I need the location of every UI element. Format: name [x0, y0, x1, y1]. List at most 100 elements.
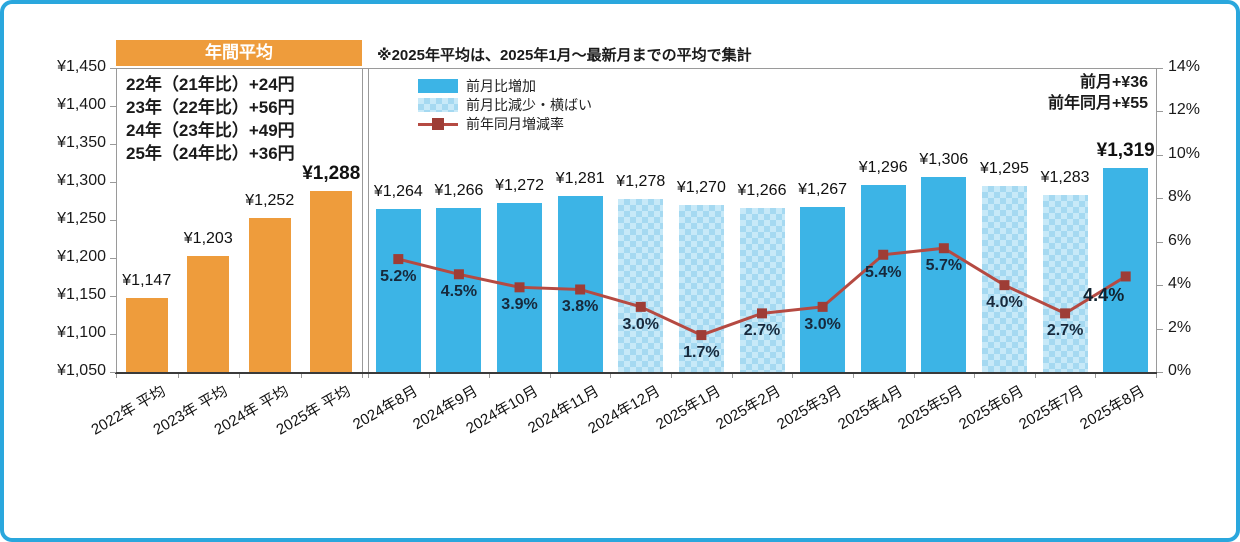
monthly-bar	[739, 207, 785, 372]
bar-value-label: ¥1,319	[1096, 139, 1155, 161]
x-axis-tick	[300, 374, 302, 378]
pct-axis-tick	[1157, 111, 1163, 113]
rate-value-label: 4.5%	[440, 283, 478, 301]
annual-diff-box: 22年（21年比）+24円 23年（22年比）+56円 24年（23年比）+49…	[126, 73, 295, 165]
pct-axis-tick	[1157, 241, 1163, 243]
monthly-bar	[981, 185, 1027, 372]
x-axis-tick	[731, 374, 733, 378]
x-axis-tick	[177, 374, 179, 378]
y-axis-tick	[110, 258, 116, 259]
rate-value-label: 4.4%	[1083, 285, 1125, 306]
annual-bar	[310, 191, 353, 372]
section-divider	[368, 68, 369, 372]
pct-axis-tick	[1157, 372, 1163, 373]
x-axis-label: 2025年2月	[713, 382, 784, 434]
y-axis-tick	[110, 220, 116, 221]
plot-baseline	[115, 372, 1157, 374]
annual-diff-line: 24年（23年比）+49円	[126, 121, 295, 140]
pct-axis-tick-label: 4%	[1168, 275, 1192, 293]
bar-value-label: ¥1,288	[302, 163, 361, 185]
y-axis-tick	[110, 334, 116, 335]
x-axis-tick	[362, 374, 363, 378]
x-axis-label: 2025年3月	[774, 382, 845, 434]
pct-axis-tick-label: 12%	[1168, 101, 1201, 119]
y-axis-tick-label: ¥1,350	[57, 134, 106, 151]
bar-value-label: ¥1,266	[434, 181, 484, 199]
rate-value-label: 1.7%	[683, 344, 720, 362]
plot-right-axis	[1156, 68, 1157, 372]
y-axis-tick-label: ¥1,100	[57, 324, 106, 341]
plot-top-border	[116, 68, 1156, 69]
bar-value-label: ¥1,203	[183, 229, 233, 247]
monthly-bar	[375, 209, 421, 372]
x-axis-label: 2025年5月	[895, 382, 966, 434]
x-axis-tick	[489, 374, 491, 378]
annual-bar	[248, 218, 291, 372]
y-axis-tick-label: ¥1,200	[57, 248, 106, 265]
y-axis-tick-label: ¥1,400	[57, 96, 106, 113]
pct-axis-tick	[1157, 198, 1163, 200]
x-axis-tick	[239, 374, 240, 378]
legend-label: 前月比減少・横ばい	[466, 97, 592, 113]
pct-axis-tick	[1157, 68, 1163, 69]
rate-value-label: 5.7%	[925, 257, 963, 275]
x-axis-tick	[792, 374, 794, 378]
bar-value-label: ¥1,252	[245, 192, 295, 210]
y-axis-tick	[110, 68, 116, 69]
monthly-bar	[497, 203, 543, 372]
y-axis-tick	[110, 296, 116, 297]
monthly-bar	[1103, 167, 1149, 372]
y-axis-tick	[110, 106, 116, 107]
section-divider	[362, 68, 363, 372]
bar-value-label: ¥1,281	[555, 170, 605, 188]
pct-axis-tick-label: 2%	[1168, 318, 1192, 336]
plot-left-axis	[116, 68, 117, 372]
rate-value-label: 3.0%	[622, 315, 659, 333]
pct-axis-tick-label: 0%	[1168, 362, 1192, 379]
pct-axis-tick-label: 14%	[1168, 58, 1201, 75]
rate-value-label: 5.2%	[380, 268, 417, 286]
bar-value-label: ¥1,295	[979, 159, 1029, 177]
rate-line-swatch-icon	[418, 117, 458, 131]
x-axis-tick	[610, 374, 612, 378]
x-axis-tick	[116, 374, 117, 378]
legend-item-decrease: 前月比減少・横ばい	[418, 97, 592, 113]
y-axis-tick-label: ¥1,450	[57, 58, 106, 75]
y-axis-tick-label: ¥1,300	[57, 172, 106, 189]
bar-value-label: ¥1,266	[737, 181, 787, 199]
summary-prev-month: 前月+¥36	[1079, 74, 1148, 91]
rate-value-label: 2.7%	[1046, 322, 1084, 340]
x-axis-tick	[671, 374, 673, 378]
pct-axis-tick-label: 6%	[1168, 231, 1192, 249]
monthly-bar	[557, 196, 603, 372]
legend-item-increase: 前月比増加	[418, 78, 592, 94]
x-axis-tick	[1156, 374, 1157, 378]
y-axis-tick-label: ¥1,150	[57, 286, 106, 303]
x-axis-tick	[1095, 374, 1097, 378]
monthly-bar	[800, 207, 846, 372]
annual-average-header: 年間平均	[116, 40, 362, 66]
pct-axis-tick	[1157, 328, 1163, 330]
y-axis-tick	[110, 144, 116, 145]
x-axis-tick	[913, 374, 915, 378]
y-axis-tick-label: ¥1,050	[57, 362, 106, 379]
rate-value-label: 3.8%	[561, 298, 599, 316]
bar-value-label: ¥1,306	[919, 151, 969, 169]
rate-value-label: 3.0%	[804, 315, 841, 333]
x-axis-label: 2024年8月	[349, 382, 421, 434]
x-axis-tick	[368, 374, 369, 378]
bar-value-label: ¥1,272	[495, 177, 544, 195]
x-axis-label: 2025年4月	[834, 382, 906, 434]
annual-diff-line: 25年（24年比）+36円	[126, 144, 295, 163]
x-axis-label: 2025年6月	[955, 382, 1027, 434]
pct-axis-tick-label: 8%	[1168, 188, 1192, 206]
pct-axis-tick	[1157, 285, 1163, 287]
annual-diff-line: 23年（22年比）+56円	[126, 98, 295, 117]
x-axis-tick	[428, 374, 430, 378]
bar-value-label: ¥1,270	[676, 178, 726, 196]
y-axis-tick	[110, 372, 116, 373]
monthly-bar	[618, 198, 664, 372]
rate-value-label: 5.4%	[864, 263, 902, 281]
legend: 前月比増加 前月比減少・横ばい 前年同月増減率	[418, 78, 592, 132]
